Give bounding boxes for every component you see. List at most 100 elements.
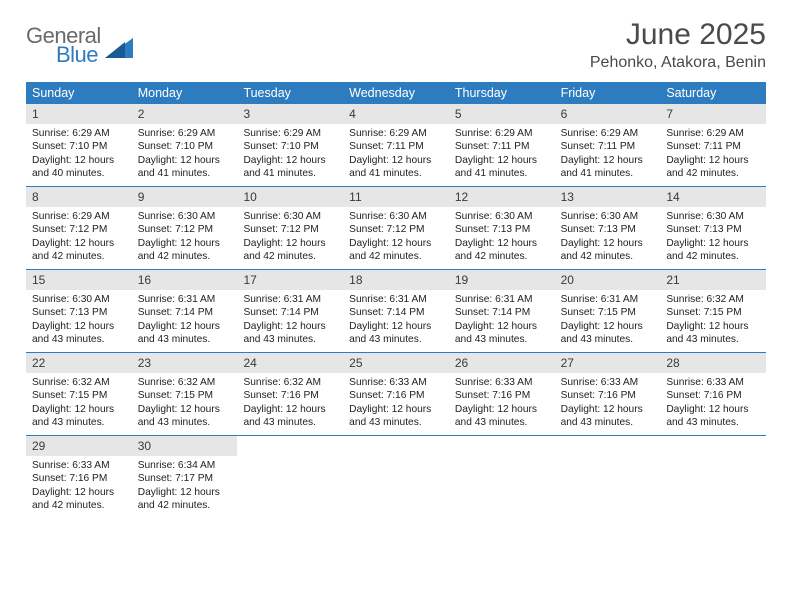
daylight-line: Daylight: 12 hours and 43 minutes.: [349, 320, 443, 347]
daylight-line: Daylight: 12 hours and 43 minutes.: [455, 403, 549, 430]
daylight-line: Daylight: 12 hours and 42 minutes.: [349, 237, 443, 264]
sunrise-line: Sunrise: 6:30 AM: [455, 210, 549, 223]
sunrise-line: Sunrise: 6:33 AM: [32, 459, 126, 472]
day-number: 2: [132, 104, 238, 124]
day-number: 21: [660, 270, 766, 290]
weekday-header: Thursday: [449, 82, 555, 104]
day-number: 3: [237, 104, 343, 124]
weekday-header: Saturday: [660, 82, 766, 104]
sunset-line: Sunset: 7:11 PM: [561, 140, 655, 153]
weekday-header-row: SundayMondayTuesdayWednesdayThursdayFrid…: [26, 82, 766, 104]
logo-triangle-icon: [105, 36, 133, 58]
calendar-week-row: 29Sunrise: 6:33 AMSunset: 7:16 PMDayligh…: [26, 436, 766, 518]
day-number: 11: [343, 187, 449, 207]
calendar-day-cell: 28Sunrise: 6:33 AMSunset: 7:16 PMDayligh…: [660, 353, 766, 435]
day-details: Sunrise: 6:33 AMSunset: 7:16 PMDaylight:…: [660, 373, 766, 429]
sunset-line: Sunset: 7:16 PM: [561, 389, 655, 402]
daylight-line: Daylight: 12 hours and 43 minutes.: [32, 403, 126, 430]
daylight-line: Daylight: 12 hours and 43 minutes.: [666, 320, 760, 347]
daylight-line: Daylight: 12 hours and 41 minutes.: [349, 154, 443, 181]
calendar-day-cell: 14Sunrise: 6:30 AMSunset: 7:13 PMDayligh…: [660, 187, 766, 269]
daylight-line: Daylight: 12 hours and 42 minutes.: [32, 237, 126, 264]
day-number: 28: [660, 353, 766, 373]
day-number: 9: [132, 187, 238, 207]
sunset-line: Sunset: 7:16 PM: [32, 472, 126, 485]
sunset-line: Sunset: 7:16 PM: [243, 389, 337, 402]
calendar-day-cell: 13Sunrise: 6:30 AMSunset: 7:13 PMDayligh…: [555, 187, 661, 269]
day-number: 22: [26, 353, 132, 373]
calendar-day-cell: 15Sunrise: 6:30 AMSunset: 7:13 PMDayligh…: [26, 270, 132, 352]
day-number: 26: [449, 353, 555, 373]
sunset-line: Sunset: 7:10 PM: [32, 140, 126, 153]
day-details: Sunrise: 6:30 AMSunset: 7:13 PMDaylight:…: [449, 207, 555, 263]
weekday-header: Monday: [132, 82, 238, 104]
sunset-line: Sunset: 7:15 PM: [138, 389, 232, 402]
sunrise-line: Sunrise: 6:29 AM: [349, 127, 443, 140]
day-number: 19: [449, 270, 555, 290]
sunrise-line: Sunrise: 6:32 AM: [666, 293, 760, 306]
sunrise-line: Sunrise: 6:34 AM: [138, 459, 232, 472]
calendar-day-cell: 26Sunrise: 6:33 AMSunset: 7:16 PMDayligh…: [449, 353, 555, 435]
day-details: Sunrise: 6:32 AMSunset: 7:15 PMDaylight:…: [660, 290, 766, 346]
logo: General Blue: [26, 18, 133, 66]
day-number: 27: [555, 353, 661, 373]
daylight-line: Daylight: 12 hours and 43 minutes.: [455, 320, 549, 347]
day-details: Sunrise: 6:30 AMSunset: 7:13 PMDaylight:…: [26, 290, 132, 346]
sunrise-line: Sunrise: 6:33 AM: [561, 376, 655, 389]
sunset-line: Sunset: 7:10 PM: [138, 140, 232, 153]
sunset-line: Sunset: 7:12 PM: [32, 223, 126, 236]
weekday-header: Friday: [555, 82, 661, 104]
daylight-line: Daylight: 12 hours and 41 minutes.: [455, 154, 549, 181]
day-details: Sunrise: 6:31 AMSunset: 7:14 PMDaylight:…: [237, 290, 343, 346]
day-details: Sunrise: 6:33 AMSunset: 7:16 PMDaylight:…: [449, 373, 555, 429]
sunset-line: Sunset: 7:14 PM: [138, 306, 232, 319]
daylight-line: Daylight: 12 hours and 42 minutes.: [455, 237, 549, 264]
day-details: Sunrise: 6:30 AMSunset: 7:13 PMDaylight:…: [660, 207, 766, 263]
sunrise-line: Sunrise: 6:31 AM: [138, 293, 232, 306]
sunrise-line: Sunrise: 6:29 AM: [32, 210, 126, 223]
day-number: 6: [555, 104, 661, 124]
page: General Blue June 2025 Pehonko, Atakora,…: [0, 0, 792, 528]
calendar-day-cell: 8 Sunrise: 6:29 AMSunset: 7:12 PMDaylight…: [26, 187, 132, 269]
daylight-line: Daylight: 12 hours and 43 minutes.: [243, 320, 337, 347]
calendar-weeks: 1Sunrise: 6:29 AMSunset: 7:10 PMDaylight…: [26, 104, 766, 518]
day-number: 30: [132, 436, 238, 456]
calendar-day-cell: 20Sunrise: 6:31 AMSunset: 7:15 PMDayligh…: [555, 270, 661, 352]
sunrise-line: Sunrise: 6:32 AM: [32, 376, 126, 389]
sunrise-line: Sunrise: 6:32 AM: [138, 376, 232, 389]
sunset-line: Sunset: 7:13 PM: [455, 223, 549, 236]
calendar: SundayMondayTuesdayWednesdayThursdayFrid…: [26, 82, 766, 518]
weekday-header: Wednesday: [343, 82, 449, 104]
calendar-day-cell: [449, 436, 555, 518]
calendar-day-cell: 22Sunrise: 6:32 AMSunset: 7:15 PMDayligh…: [26, 353, 132, 435]
sunrise-line: Sunrise: 6:29 AM: [666, 127, 760, 140]
daylight-line: Daylight: 12 hours and 43 minutes.: [349, 403, 443, 430]
day-details: Sunrise: 6:31 AMSunset: 7:14 PMDaylight:…: [132, 290, 238, 346]
sunset-line: Sunset: 7:13 PM: [666, 223, 760, 236]
sunset-line: Sunset: 7:13 PM: [32, 306, 126, 319]
day-number: 25: [343, 353, 449, 373]
sunrise-line: Sunrise: 6:29 AM: [243, 127, 337, 140]
daylight-line: Daylight: 12 hours and 43 minutes.: [138, 320, 232, 347]
calendar-day-cell: 7Sunrise: 6:29 AMSunset: 7:11 PMDaylight…: [660, 104, 766, 186]
logo-word2: Blue: [56, 45, 101, 66]
weekday-header: Sunday: [26, 82, 132, 104]
day-details: Sunrise: 6:30 AMSunset: 7:12 PMDaylight:…: [343, 207, 449, 263]
calendar-day-cell: 29Sunrise: 6:33 AMSunset: 7:16 PMDayligh…: [26, 436, 132, 518]
sunset-line: Sunset: 7:13 PM: [561, 223, 655, 236]
calendar-day-cell: 19Sunrise: 6:31 AMSunset: 7:14 PMDayligh…: [449, 270, 555, 352]
calendar-day-cell: [555, 436, 661, 518]
day-number: 29: [26, 436, 132, 456]
calendar-day-cell: 25Sunrise: 6:33 AMSunset: 7:16 PMDayligh…: [343, 353, 449, 435]
weekday-header: Tuesday: [237, 82, 343, 104]
day-number: 24: [237, 353, 343, 373]
calendar-day-cell: 6Sunrise: 6:29 AMSunset: 7:11 PMDaylight…: [555, 104, 661, 186]
sunrise-line: Sunrise: 6:30 AM: [32, 293, 126, 306]
sunset-line: Sunset: 7:14 PM: [349, 306, 443, 319]
calendar-day-cell: 4Sunrise: 6:29 AMSunset: 7:11 PMDaylight…: [343, 104, 449, 186]
sunset-line: Sunset: 7:14 PM: [455, 306, 549, 319]
day-details: Sunrise: 6:31 AMSunset: 7:14 PMDaylight:…: [343, 290, 449, 346]
daylight-line: Daylight: 12 hours and 43 minutes.: [666, 403, 760, 430]
day-number: 8: [26, 187, 132, 207]
calendar-week-row: 15Sunrise: 6:30 AMSunset: 7:13 PMDayligh…: [26, 270, 766, 353]
